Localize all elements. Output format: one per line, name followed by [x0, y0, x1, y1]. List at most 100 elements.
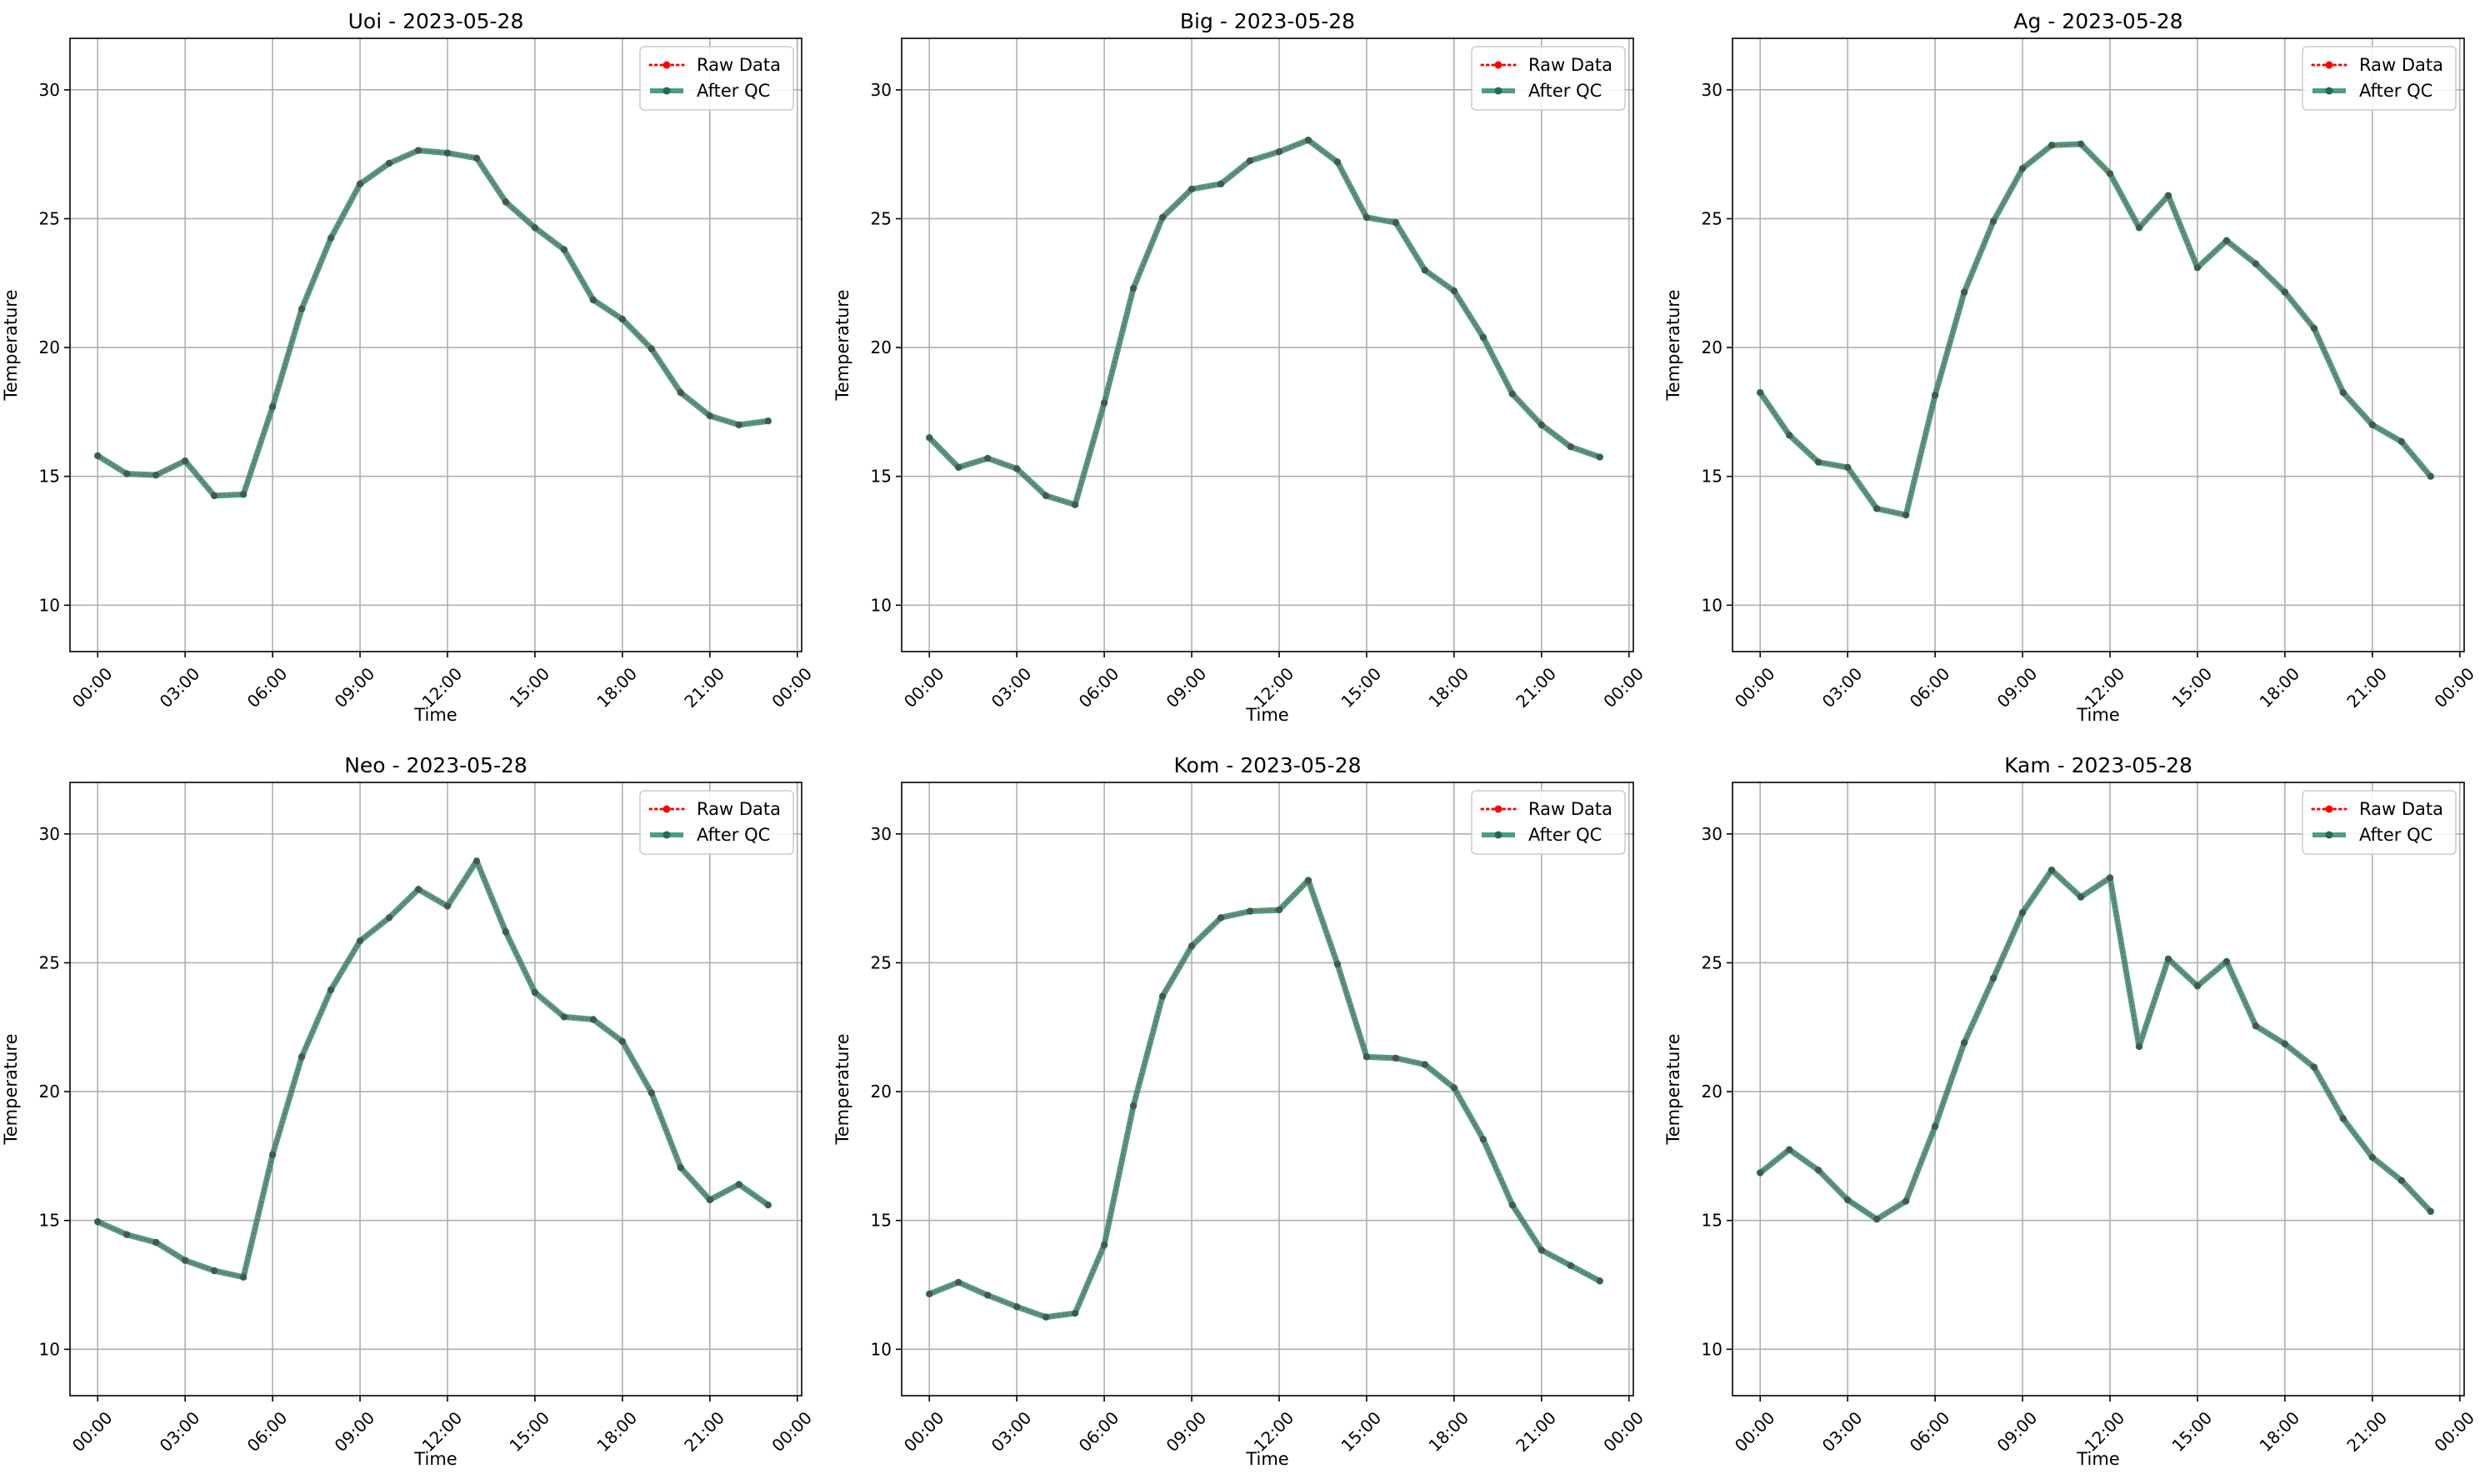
- raw-data-point: [2196, 266, 2199, 270]
- after-qc-point: [2398, 1177, 2405, 1184]
- raw-data-point: [358, 939, 362, 942]
- x-tick-label: 18:00: [2255, 1407, 2303, 1456]
- legend: Raw Data After QC: [1471, 790, 1626, 855]
- raw-data-line: [1759, 868, 2432, 1221]
- chart-title: Uoi - 2023-05-28: [348, 9, 524, 33]
- after-qc-point: [1392, 1054, 1400, 1062]
- legend-raw-marker: [1494, 61, 1502, 69]
- raw-data-point: [125, 1232, 129, 1237]
- y-tick-label: 15: [1702, 1211, 1722, 1231]
- after-qc-point: [735, 1181, 742, 1188]
- after-qc-point: [2398, 437, 2405, 446]
- legend-box: [2302, 790, 2457, 855]
- axes-frame: [1732, 782, 2465, 1397]
- after-qc-point: [1042, 492, 1050, 500]
- x-axis-label: Time: [2076, 1449, 2119, 1469]
- raw-data-point: [1568, 1264, 1572, 1267]
- raw-data-point: [1248, 159, 1252, 162]
- after-qc-point: [2135, 1042, 2143, 1051]
- after-qc-point: [1188, 185, 1196, 193]
- after-qc-point: [1129, 284, 1138, 292]
- y-tick-label: 20: [39, 1082, 60, 1102]
- raw-data-point: [1482, 335, 1485, 339]
- raw-data-point: [708, 1198, 712, 1202]
- after-qc-point: [443, 149, 452, 157]
- y-tick-label: 30: [39, 80, 60, 100]
- x-tick-label: 00:00: [1599, 663, 1648, 712]
- legend-label-qc: After QC: [1528, 81, 1602, 101]
- after-qc-point: [618, 315, 627, 323]
- after-qc-point: [1217, 180, 1225, 187]
- legend-qc-marker: [1494, 87, 1502, 95]
- raw-data-point: [475, 156, 478, 160]
- y-tick-label: 15: [871, 467, 892, 487]
- after-qc-point: [2018, 908, 2027, 917]
- x-tick-label: 00:00: [2430, 1407, 2478, 1456]
- x-tick-label: 00:00: [768, 1407, 816, 1456]
- y-tick-label: 25: [39, 952, 60, 972]
- raw-data-line: [928, 138, 1601, 507]
- y-tick-label: 20: [1702, 337, 1722, 357]
- raw-data-point: [300, 1055, 303, 1059]
- after-qc-point: [2368, 421, 2377, 429]
- after-qc-point: [1814, 458, 1822, 466]
- legend-box: [1471, 46, 1626, 111]
- after-qc-point: [648, 1089, 656, 1097]
- legend-raw-marker: [662, 61, 671, 69]
- raw-data-point: [504, 930, 508, 934]
- raw-data-point: [1219, 916, 1222, 920]
- after-qc-point: [1843, 463, 1852, 472]
- legend-box: [639, 46, 794, 111]
- raw-data-point: [1875, 1217, 1878, 1221]
- after-qc-point: [1479, 1136, 1488, 1143]
- chart-panel-6: 00:00 03:00 06:00 09:00 12:00 15:00 18:00 21:00…: [1663, 753, 2478, 1469]
- raw-data-point: [1511, 392, 1514, 396]
- raw-data-point: [2342, 1117, 2345, 1121]
- legend-label-qc: After QC: [697, 81, 770, 101]
- legend: Raw Data After QC: [639, 46, 794, 111]
- after-qc-point: [1275, 906, 1283, 914]
- after-qc-point: [1872, 505, 1881, 512]
- raw-data-point: [562, 247, 566, 252]
- after-qc-point: [1071, 1309, 1079, 1317]
- after-qc-point: [1596, 453, 1603, 461]
- after-qc-point: [2106, 874, 2114, 882]
- x-tick-label: 03:00: [156, 663, 204, 712]
- after-qc-point: [2427, 1207, 2434, 1216]
- after-qc-point: [1012, 1303, 1021, 1311]
- after-qc-point: [1902, 511, 1910, 519]
- raw-data-point: [2021, 167, 2024, 170]
- raw-data-point: [2312, 1065, 2316, 1069]
- raw-data-point: [928, 436, 932, 440]
- after-qc-point: [2106, 170, 2114, 177]
- x-tick-label: 00:00: [2430, 663, 2478, 712]
- after-qc-point: [1158, 213, 1167, 222]
- x-tick-label: 15:00: [1337, 1407, 1385, 1456]
- after-qc-point: [1843, 1196, 1852, 1204]
- raw-data-point: [1758, 1171, 1762, 1175]
- after-qc-point: [1042, 1313, 1050, 1321]
- after-qc-point: [239, 491, 248, 498]
- y-tick-label: 30: [1702, 80, 1722, 100]
- raw-data-point: [1044, 1315, 1048, 1319]
- after-qc-line: [1757, 867, 2434, 1222]
- legend-label-qc: After QC: [1528, 825, 1602, 845]
- chart-title: Neo - 2023-05-28: [344, 753, 528, 777]
- after-qc-point: [327, 986, 335, 994]
- after-qc-point: [706, 1196, 714, 1204]
- y-tick-label: 10: [871, 595, 892, 615]
- after-qc-point: [502, 198, 510, 206]
- raw-data-point: [1336, 160, 1339, 164]
- raw-data-point: [1394, 221, 1398, 224]
- raw-data-point: [1102, 1243, 1106, 1247]
- chart-panel-3: 00:00 03:00 06:00 09:00 12:00 15:00 18:00 21:00…: [1663, 9, 2478, 725]
- after-qc-point: [1421, 1061, 1429, 1068]
- x-tick-label: 09:00: [331, 1407, 379, 1456]
- legend-qc-marker: [662, 87, 671, 95]
- legend-raw-marker: [2325, 61, 2333, 69]
- x-tick-label: 00:00: [768, 663, 816, 712]
- after-qc-point: [268, 403, 277, 411]
- after-qc-point: [1814, 1167, 1822, 1174]
- after-qc-point: [2222, 957, 2231, 966]
